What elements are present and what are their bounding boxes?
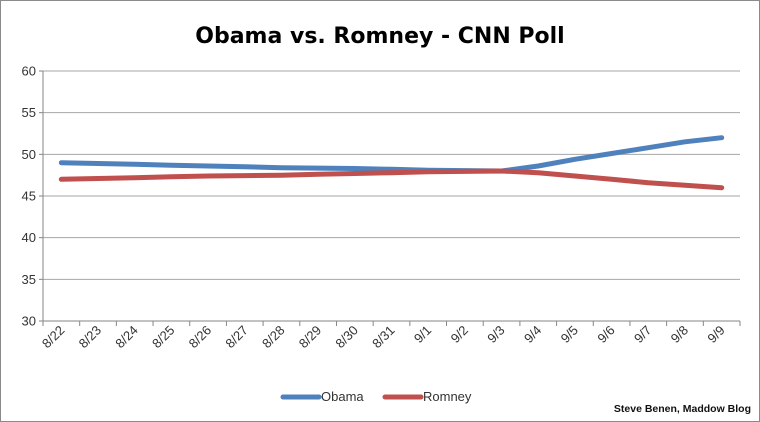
x-tick-label: 8/28 [259, 323, 288, 352]
legend-label-obama: Obama [321, 389, 364, 404]
x-tick-label: 8/25 [149, 323, 178, 352]
x-tick-label: 9/9 [704, 323, 727, 346]
x-tick-label: 8/22 [39, 323, 68, 352]
x-tick-label: 8/31 [369, 323, 398, 352]
legend: Obama Romney [280, 389, 472, 404]
x-tick-label: 8/27 [222, 323, 251, 352]
y-tick-label: 50 [22, 147, 36, 162]
x-tick-label: 9/3 [484, 323, 507, 346]
y-axis-ticks: 30 35 40 45 50 55 60 [22, 64, 36, 329]
x-tick-label: 9/8 [668, 323, 691, 346]
x-tick-label: 9/2 [448, 323, 471, 346]
y-tick-label: 30 [22, 314, 36, 329]
x-tick-label: 9/6 [594, 323, 617, 346]
series-line-obama [58, 135, 725, 174]
x-tick-label: 8/23 [76, 323, 105, 352]
axis-layer [39, 70, 741, 326]
x-tick-label: 9/5 [558, 323, 581, 346]
x-tick-label: 9/7 [631, 323, 654, 346]
grid-layer [43, 70, 740, 322]
x-tick-label: 8/24 [112, 323, 141, 352]
x-tick-label: 8/30 [332, 323, 361, 352]
y-tick-label: 45 [22, 189, 36, 204]
y-tick-label: 55 [22, 105, 36, 120]
y-tick-label: 60 [22, 64, 36, 79]
series-line-romney [58, 168, 725, 191]
chart-title: Obama vs. Romney - CNN Poll [195, 24, 564, 49]
x-tick-label: 9/4 [521, 323, 544, 346]
x-axis-ticks: 8/22 8/23 8/24 8/25 8/26 8/27 8/28 8/29 8/30 8/31… [39, 323, 728, 352]
legend-label-romney: Romney [423, 389, 472, 404]
series-layer [58, 135, 725, 191]
x-tick-label: 8/26 [186, 323, 215, 352]
y-tick-label: 40 [22, 230, 36, 245]
y-tick-label: 35 [22, 272, 36, 287]
chart-credit: Steve Benen, Maddow Blog [614, 403, 751, 415]
x-tick-label: 9/1 [411, 323, 434, 346]
x-tick-label: 8/29 [296, 323, 325, 352]
